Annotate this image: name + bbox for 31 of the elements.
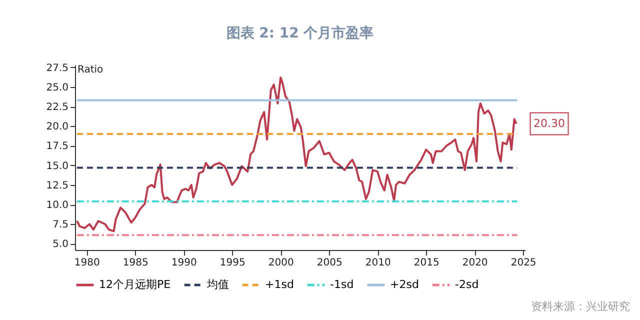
legend-label: +2sd xyxy=(390,278,419,291)
y-tick-label: 20.0 xyxy=(46,122,68,133)
y-tick-label: 10.0 xyxy=(46,200,68,212)
y-tick-label: 12.5 xyxy=(46,180,68,192)
y-tick-label: 17.5 xyxy=(46,141,68,152)
x-tick-label: 2015 xyxy=(414,258,440,268)
legend-label: -1sd xyxy=(330,278,354,291)
legend-label: +1sd xyxy=(265,278,294,291)
text: 资料来源：兴业研究 xyxy=(531,300,630,313)
legend-label: -2sd xyxy=(455,278,479,291)
x-tick-label: 1985 xyxy=(122,258,148,268)
x-tick-label: 2025 xyxy=(510,258,536,268)
y-tick-label: 15.0 xyxy=(46,160,68,172)
y-tick-label: 25.0 xyxy=(46,82,68,94)
x-tick-label: 2005 xyxy=(316,258,342,268)
legend-label: 12个月远期PE xyxy=(99,278,171,291)
x-tick-label: 2010 xyxy=(365,258,391,268)
x-tick-label: 2020 xyxy=(462,258,488,268)
chart-title: 图表 2: 12 个月市盈率 xyxy=(226,24,374,42)
y-tick-label: 5.0 xyxy=(52,239,68,250)
y-tick-label: 27.5 xyxy=(46,62,68,74)
x-tick-label: 1995 xyxy=(220,258,246,268)
annotation: 20.30 xyxy=(534,116,566,130)
legend-label: 均值 xyxy=(206,278,229,291)
y-tick-label: 22.5 xyxy=(46,102,68,114)
x-tick-label: 1990 xyxy=(171,258,197,268)
x-tick-label: 2000 xyxy=(268,258,294,268)
y-axis-title: Ratio xyxy=(78,64,104,76)
x-tick-label: 1980 xyxy=(74,258,100,268)
line-series xyxy=(76,76,518,232)
y-tick-label: 7.5 xyxy=(52,220,68,231)
